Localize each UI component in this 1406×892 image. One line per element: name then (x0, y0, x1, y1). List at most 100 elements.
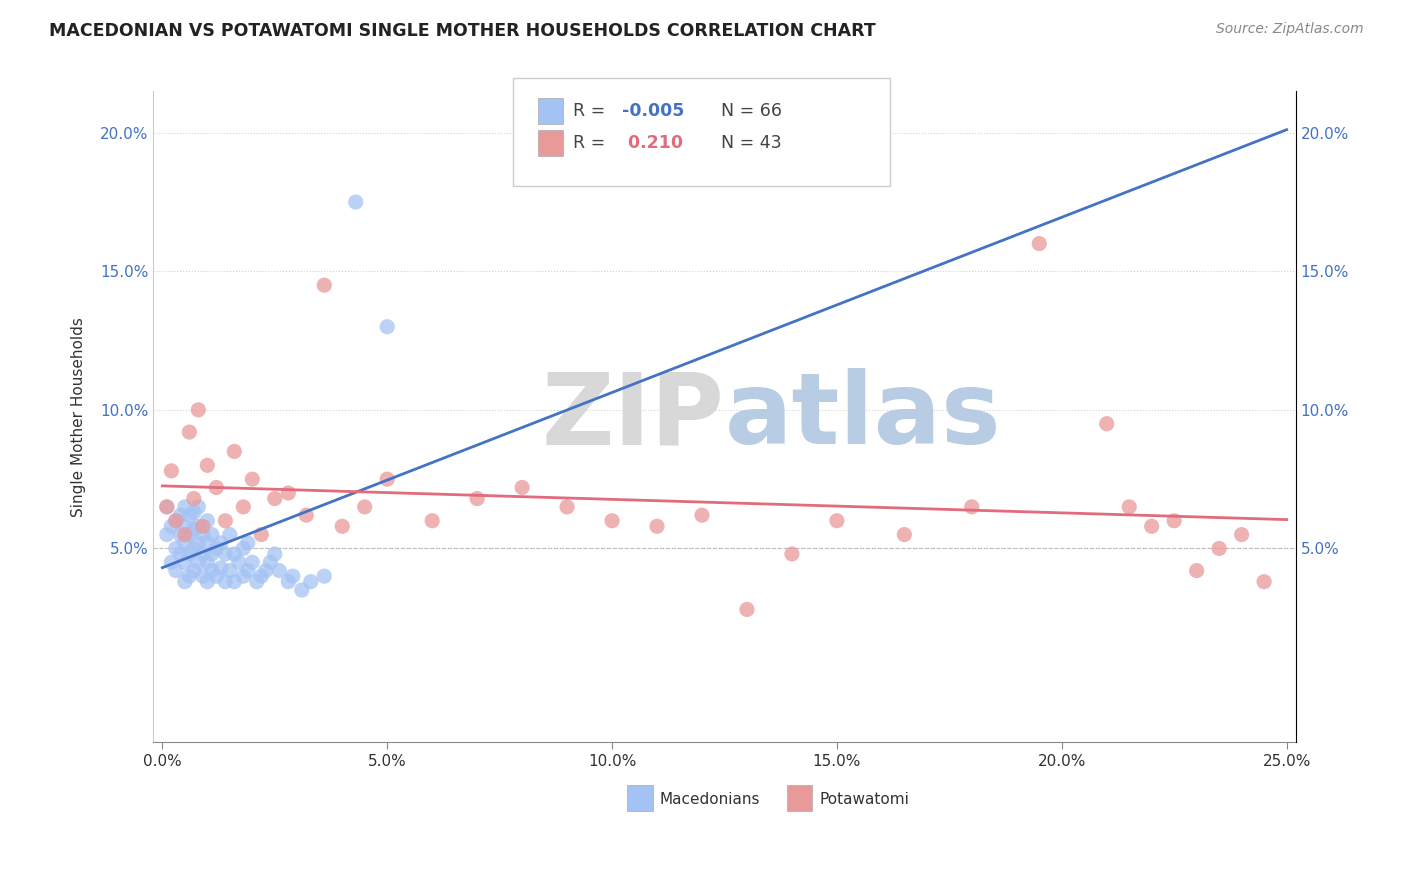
FancyBboxPatch shape (538, 98, 564, 124)
Text: -0.005: -0.005 (621, 102, 685, 120)
Text: R =: R = (572, 102, 610, 120)
Point (179, 547, 201, 561)
Point (240, 472, 263, 486)
Point (232, 569, 254, 583)
Point (195, 555, 218, 569)
Point (209, 561, 232, 575)
FancyBboxPatch shape (627, 785, 652, 811)
Point (173, 574, 195, 589)
Point (160, 519, 183, 533)
Point (169, 508, 191, 523)
Point (1185, 564, 1208, 578)
Point (645, 519, 668, 533)
Point (169, 547, 191, 561)
Point (735, 602, 758, 616)
Point (330, 519, 353, 533)
Text: 0.210: 0.210 (621, 135, 683, 153)
Point (191, 527, 214, 541)
Point (690, 508, 713, 523)
Point (183, 564, 205, 578)
Point (183, 541, 205, 556)
FancyBboxPatch shape (787, 785, 813, 811)
Point (236, 536, 259, 550)
Point (780, 547, 803, 561)
Point (165, 514, 187, 528)
Point (191, 519, 214, 533)
Point (218, 564, 240, 578)
Text: atlas: atlas (724, 368, 1001, 466)
Point (228, 555, 250, 569)
Point (250, 569, 273, 583)
Text: N = 43: N = 43 (721, 135, 782, 153)
Point (277, 486, 299, 500)
Point (173, 536, 195, 550)
Point (295, 508, 318, 523)
Point (1163, 514, 1185, 528)
Point (420, 514, 443, 528)
Point (205, 481, 228, 495)
Point (600, 514, 623, 528)
Point (1140, 519, 1163, 533)
Point (195, 458, 218, 473)
Point (236, 564, 259, 578)
Point (209, 536, 232, 550)
Text: R =: R = (572, 135, 610, 153)
Point (169, 527, 191, 541)
Point (173, 500, 195, 514)
Point (291, 582, 314, 597)
Point (187, 536, 209, 550)
Point (555, 500, 578, 514)
Point (314, 278, 336, 293)
Point (165, 564, 187, 578)
Point (187, 403, 209, 417)
Point (465, 491, 488, 506)
Point (214, 574, 236, 589)
Point (183, 522, 205, 536)
Point (179, 508, 201, 523)
Point (179, 425, 201, 439)
Point (201, 564, 224, 578)
Point (263, 491, 285, 506)
FancyBboxPatch shape (513, 78, 890, 186)
Point (1253, 574, 1275, 589)
Point (179, 527, 201, 541)
Point (191, 547, 214, 561)
Text: MACEDONIAN VS POTAWATOMI SINGLE MOTHER HOUSEHOLDS CORRELATION CHART: MACEDONIAN VS POTAWATOMI SINGLE MOTHER H… (49, 22, 876, 40)
Point (195, 536, 218, 550)
Text: Potawatomi: Potawatomi (820, 792, 910, 807)
Point (165, 514, 187, 528)
Point (173, 519, 195, 533)
Point (224, 574, 246, 589)
Point (263, 547, 285, 561)
Point (195, 514, 218, 528)
Point (1118, 500, 1140, 514)
Point (232, 541, 254, 556)
Point (269, 564, 291, 578)
Point (179, 569, 201, 583)
Point (183, 505, 205, 519)
Point (156, 527, 179, 541)
Point (893, 527, 915, 541)
Point (232, 500, 254, 514)
Point (246, 574, 269, 589)
Point (165, 541, 187, 556)
Point (224, 547, 246, 561)
Point (187, 555, 209, 569)
Point (201, 527, 224, 541)
Point (825, 514, 848, 528)
Point (191, 569, 214, 583)
Point (510, 481, 533, 495)
Text: N = 66: N = 66 (721, 102, 782, 120)
Point (344, 194, 367, 209)
Point (218, 527, 240, 541)
Point (277, 574, 299, 589)
Point (160, 555, 183, 569)
Point (187, 500, 209, 514)
Point (205, 541, 228, 556)
Point (314, 569, 336, 583)
Point (195, 574, 218, 589)
Y-axis label: Single Mother Households: Single Mother Households (72, 317, 86, 516)
Point (1028, 236, 1050, 251)
Point (205, 569, 228, 583)
Point (240, 555, 263, 569)
